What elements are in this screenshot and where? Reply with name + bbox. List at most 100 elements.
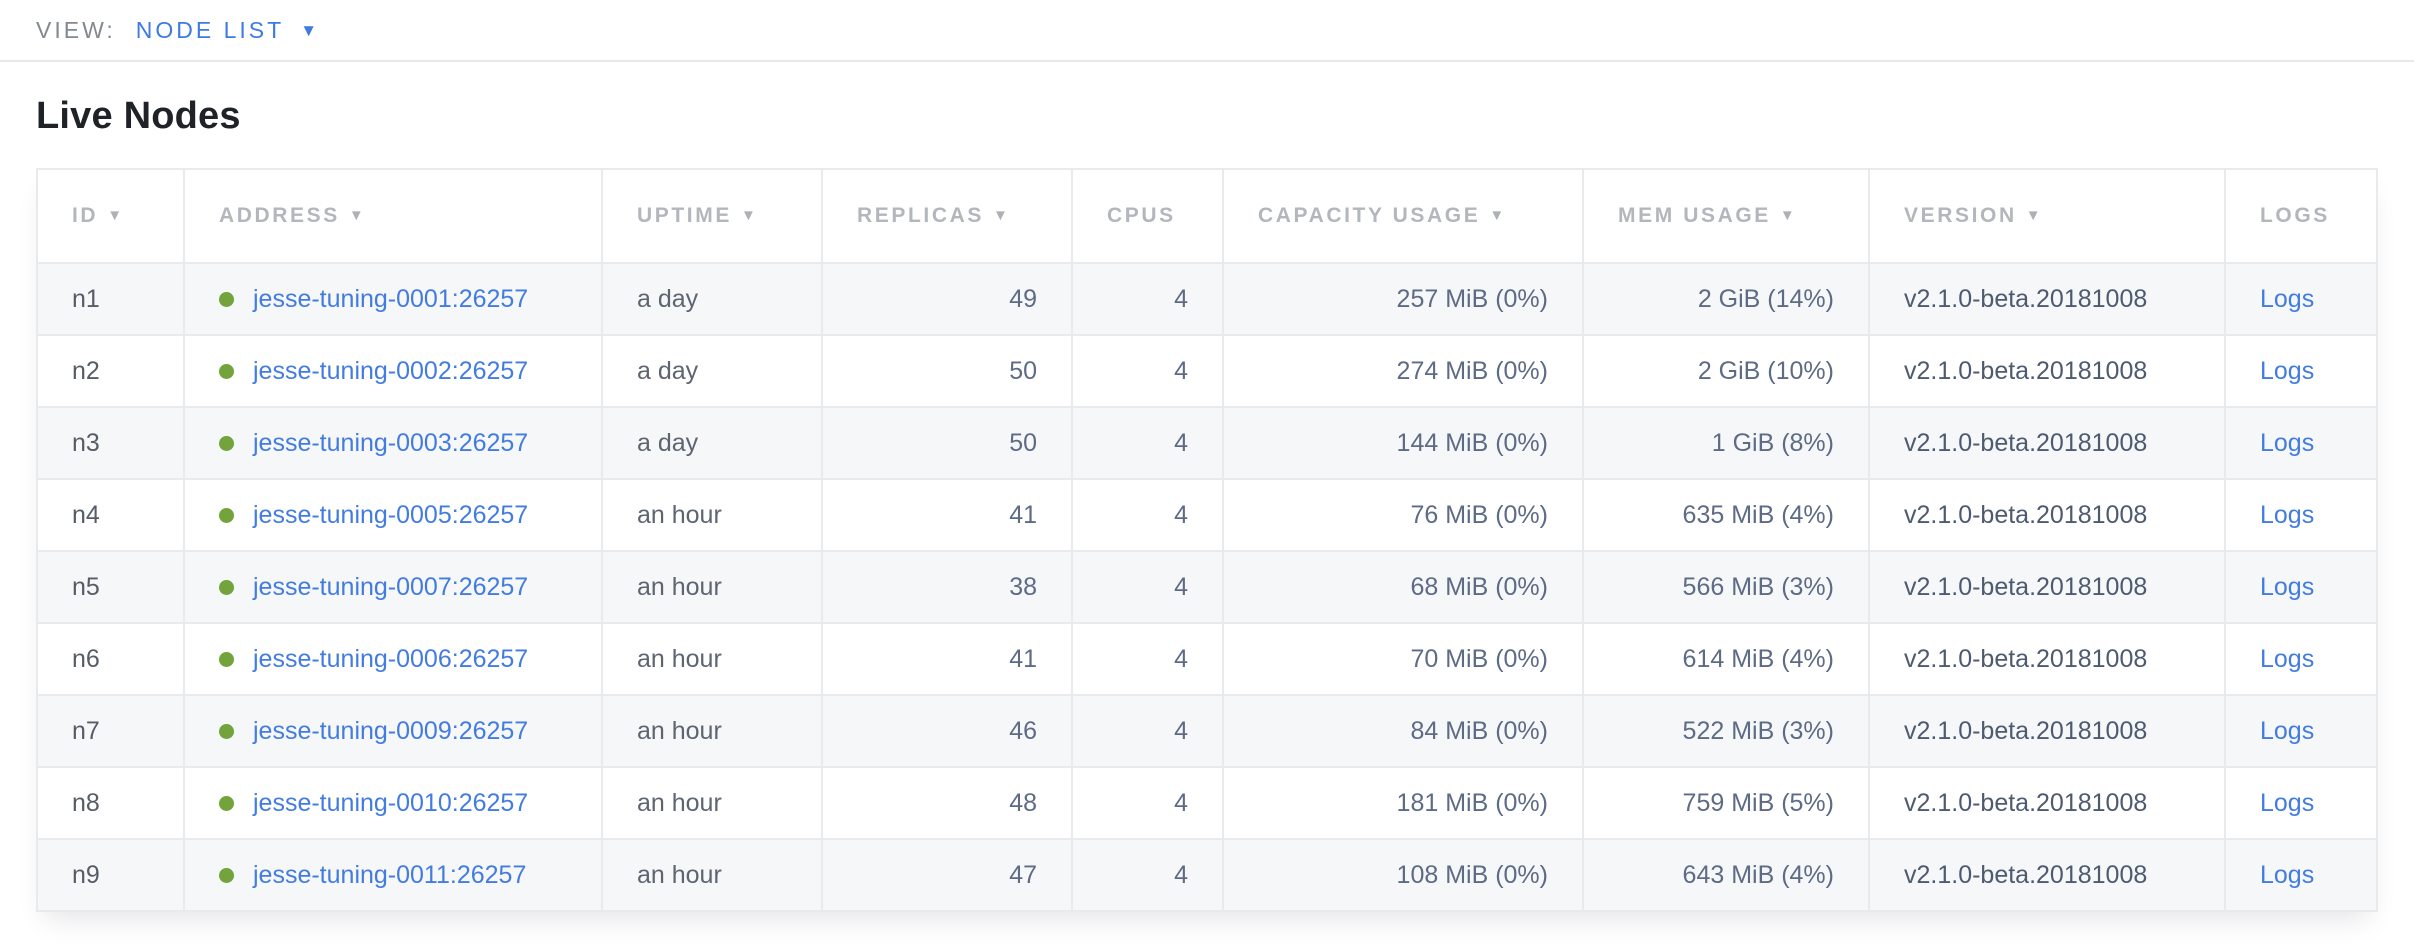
node-mem-cell: 614 MiB (4%) bbox=[1583, 623, 1869, 695]
node-address-cell: jesse-tuning-0011:26257 bbox=[184, 839, 602, 911]
column-header-label: CPUS bbox=[1107, 204, 1176, 227]
node-version-cell: v2.1.0-beta.20181008 bbox=[1869, 695, 2225, 767]
node-healthy-status-icon bbox=[219, 436, 234, 451]
node-address-cell: jesse-tuning-0005:26257 bbox=[184, 479, 602, 551]
node-uptime-cell: a day bbox=[602, 335, 822, 407]
node-address-cell: jesse-tuning-0007:26257 bbox=[184, 551, 602, 623]
column-header-label: REPLICAS bbox=[857, 204, 984, 227]
node-capacity-cell: 70 MiB (0%) bbox=[1223, 623, 1583, 695]
logs-link[interactable]: Logs bbox=[2260, 429, 2314, 457]
node-cpus-cell: 4 bbox=[1072, 767, 1223, 839]
column-header-version[interactable]: VERSION ▼ bbox=[1869, 169, 2225, 263]
node-capacity-cell: 76 MiB (0%) bbox=[1223, 479, 1583, 551]
node-logs-cell: Logs bbox=[2225, 479, 2377, 551]
node-mem-cell: 759 MiB (5%) bbox=[1583, 767, 1869, 839]
logs-link[interactable]: Logs bbox=[2260, 357, 2314, 385]
node-cpus-cell: 4 bbox=[1072, 695, 1223, 767]
node-address-cell: jesse-tuning-0001:26257 bbox=[184, 263, 602, 335]
node-address-cell: jesse-tuning-0010:26257 bbox=[184, 767, 602, 839]
node-healthy-status-icon bbox=[219, 652, 234, 667]
logs-link[interactable]: Logs bbox=[2260, 501, 2314, 529]
table-body: n1jesse-tuning-0001:26257a day494257 MiB… bbox=[37, 263, 2377, 911]
column-header-id[interactable]: ID ▼ bbox=[37, 169, 184, 263]
node-uptime-cell: an hour bbox=[602, 551, 822, 623]
node-replicas-cell: 50 bbox=[822, 335, 1072, 407]
column-header-label: VERSION bbox=[1904, 204, 2017, 227]
node-id-cell: n7 bbox=[37, 695, 184, 767]
column-header-uptime[interactable]: UPTIME▼ bbox=[602, 169, 822, 263]
node-row-n6: n6jesse-tuning-0006:26257an hour41470 Mi… bbox=[37, 623, 2377, 695]
node-address-link[interactable]: jesse-tuning-0010:26257 bbox=[253, 789, 528, 818]
address-wrap: jesse-tuning-0002:26257 bbox=[219, 357, 567, 386]
address-wrap: jesse-tuning-0003:26257 bbox=[219, 429, 567, 458]
column-header-capacity[interactable]: CAPACITY USAGE▼ bbox=[1223, 169, 1583, 263]
node-row-n2: n2jesse-tuning-0002:26257a day504274 MiB… bbox=[37, 335, 2377, 407]
node-replicas-cell: 38 bbox=[822, 551, 1072, 623]
node-row-n9: n9jesse-tuning-0011:26257an hour474108 M… bbox=[37, 839, 2377, 911]
node-uptime-cell: an hour bbox=[602, 623, 822, 695]
column-header-label: ID bbox=[72, 204, 98, 227]
node-mem-cell: 635 MiB (4%) bbox=[1583, 479, 1869, 551]
node-healthy-status-icon bbox=[219, 796, 234, 811]
sort-desc-icon: ▼ bbox=[2026, 207, 2043, 224]
node-address-link[interactable]: jesse-tuning-0001:26257 bbox=[253, 285, 528, 314]
node-address-link[interactable]: jesse-tuning-0006:26257 bbox=[253, 645, 528, 674]
node-mem-cell: 566 MiB (3%) bbox=[1583, 551, 1869, 623]
node-capacity-cell: 68 MiB (0%) bbox=[1223, 551, 1583, 623]
node-cpus-cell: 4 bbox=[1072, 623, 1223, 695]
node-healthy-status-icon bbox=[219, 292, 234, 307]
logs-link[interactable]: Logs bbox=[2260, 645, 2314, 673]
view-dropdown[interactable]: NODE LIST ▼ bbox=[136, 17, 317, 44]
header-row: ID ▼ ADDRESS▼UPTIME▼ REPLICAS ▼ CPUS CAPACITY … bbox=[37, 169, 2377, 263]
node-cpus-cell: 4 bbox=[1072, 839, 1223, 911]
node-id-cell: n2 bbox=[37, 335, 184, 407]
address-wrap: jesse-tuning-0011:26257 bbox=[219, 861, 567, 890]
node-version-cell: v2.1.0-beta.20181008 bbox=[1869, 839, 2225, 911]
column-header-label: MEM USAGE bbox=[1618, 204, 1771, 227]
node-address-link[interactable]: jesse-tuning-0003:26257 bbox=[253, 429, 528, 458]
column-header-address[interactable]: ADDRESS▼ bbox=[184, 169, 602, 263]
node-capacity-cell: 181 MiB (0%) bbox=[1223, 767, 1583, 839]
node-id-cell: n4 bbox=[37, 479, 184, 551]
node-id-cell: n5 bbox=[37, 551, 184, 623]
view-toolbar: VIEW: NODE LIST ▼ bbox=[0, 0, 2414, 62]
sort-desc-icon: ▼ bbox=[993, 207, 1010, 224]
node-logs-cell: Logs bbox=[2225, 335, 2377, 407]
page-title: Live Nodes bbox=[36, 95, 2378, 138]
column-header-mem[interactable]: MEM USAGE▼ bbox=[1583, 169, 1869, 263]
logs-link[interactable]: Logs bbox=[2260, 573, 2314, 601]
column-header-replicas[interactable]: REPLICAS ▼ bbox=[822, 169, 1072, 263]
node-logs-cell: Logs bbox=[2225, 263, 2377, 335]
live-nodes-table: ID ▼ ADDRESS▼UPTIME▼ REPLICAS ▼ CPUS CAPACITY … bbox=[36, 168, 2378, 912]
node-address-link[interactable]: jesse-tuning-0002:26257 bbox=[253, 357, 528, 386]
node-replicas-cell: 47 bbox=[822, 839, 1072, 911]
node-row-n1: n1jesse-tuning-0001:26257a day494257 MiB… bbox=[37, 263, 2377, 335]
node-version-cell: v2.1.0-beta.20181008 bbox=[1869, 767, 2225, 839]
node-version-cell: v2.1.0-beta.20181008 bbox=[1869, 263, 2225, 335]
node-address-link[interactable]: jesse-tuning-0009:26257 bbox=[253, 717, 528, 746]
node-replicas-cell: 41 bbox=[822, 479, 1072, 551]
logs-link[interactable]: Logs bbox=[2260, 717, 2314, 745]
node-id-cell: n1 bbox=[37, 263, 184, 335]
node-address-cell: jesse-tuning-0002:26257 bbox=[184, 335, 602, 407]
node-uptime-cell: an hour bbox=[602, 695, 822, 767]
logs-link[interactable]: Logs bbox=[2260, 285, 2314, 313]
logs-link[interactable]: Logs bbox=[2260, 861, 2314, 889]
node-address-link[interactable]: jesse-tuning-0011:26257 bbox=[253, 861, 526, 890]
node-address-link[interactable]: jesse-tuning-0007:26257 bbox=[253, 573, 528, 602]
node-uptime-cell: a day bbox=[602, 263, 822, 335]
node-logs-cell: Logs bbox=[2225, 839, 2377, 911]
node-replicas-cell: 48 bbox=[822, 767, 1072, 839]
logs-link[interactable]: Logs bbox=[2260, 789, 2314, 817]
node-healthy-status-icon bbox=[219, 364, 234, 379]
node-healthy-status-icon bbox=[219, 580, 234, 595]
chevron-down-icon: ▼ bbox=[300, 22, 317, 39]
address-wrap: jesse-tuning-0009:26257 bbox=[219, 717, 567, 746]
sort-desc-icon: ▼ bbox=[107, 207, 124, 224]
node-capacity-cell: 144 MiB (0%) bbox=[1223, 407, 1583, 479]
node-address-link[interactable]: jesse-tuning-0005:26257 bbox=[253, 501, 528, 530]
node-replicas-cell: 46 bbox=[822, 695, 1072, 767]
node-row-n3: n3jesse-tuning-0003:26257a day504144 MiB… bbox=[37, 407, 2377, 479]
view-dropdown-value: NODE LIST bbox=[136, 17, 284, 44]
address-wrap: jesse-tuning-0001:26257 bbox=[219, 285, 567, 314]
